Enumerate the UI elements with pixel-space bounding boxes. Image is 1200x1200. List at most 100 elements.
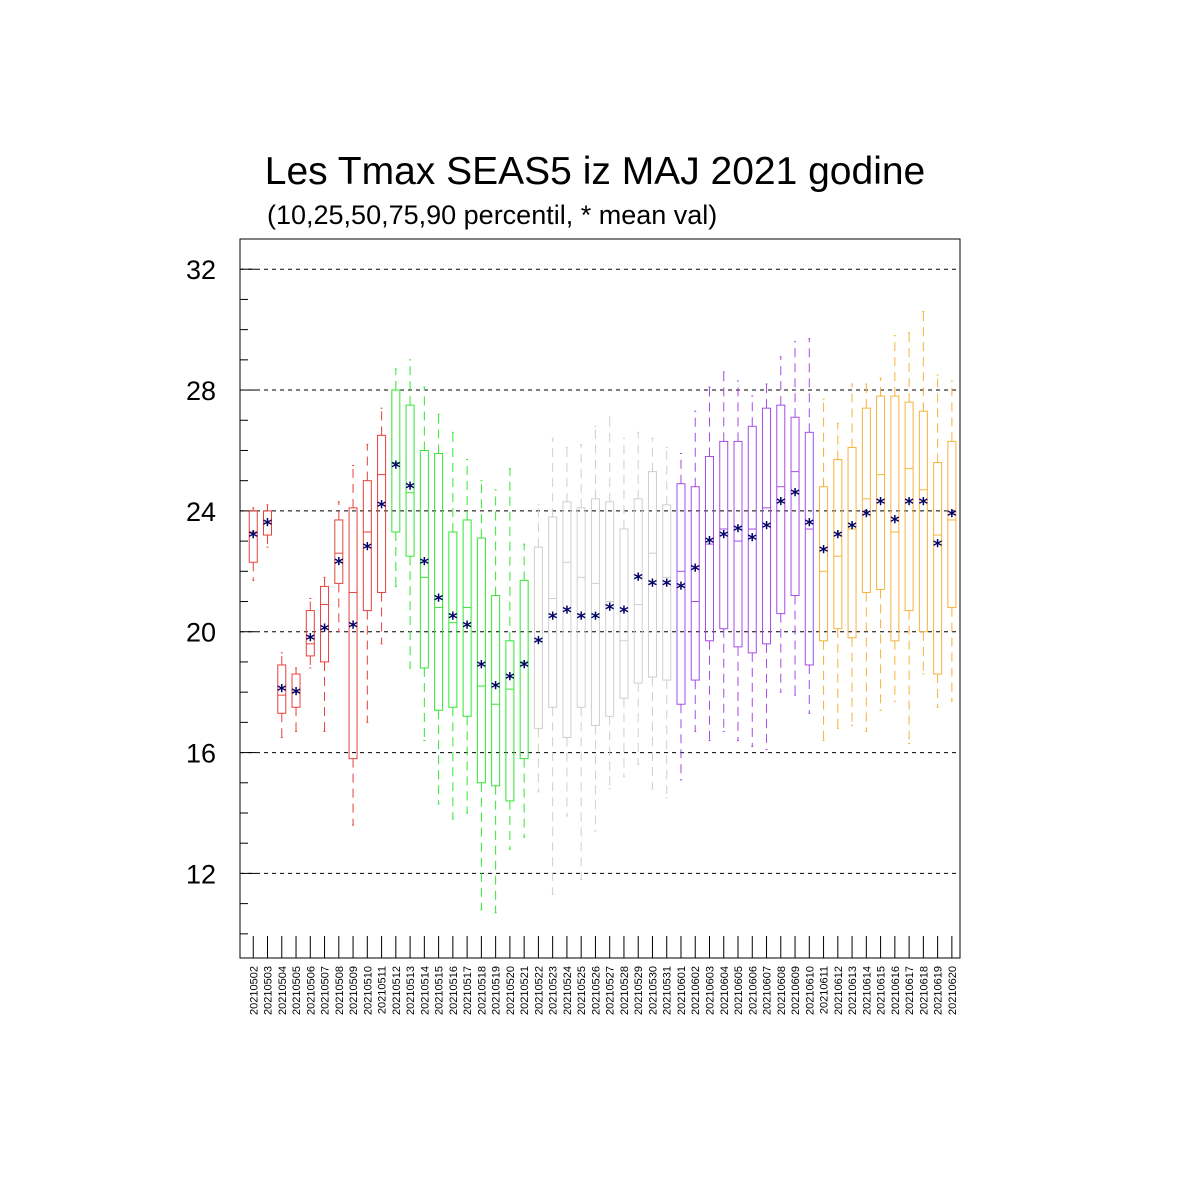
mean-marker: * [633,569,643,590]
iqr-box [876,395,886,590]
mean-marker: * [334,554,344,575]
x-tick-label: 20210521 [519,966,531,1015]
box-series [248,311,957,914]
x-tick-label: 20210605 [733,966,745,1015]
iqr-box [320,585,330,663]
iqr-box [633,498,643,684]
x-tick-label: 20210527 [605,966,617,1015]
x-tick-label: 20210616 [890,966,902,1015]
mean-marker: * [377,497,387,518]
mean-marker: * [462,618,472,639]
iqr-box [405,404,415,557]
mean-marker: * [919,494,929,515]
x-tick-label: 20210505 [291,966,303,1015]
mean-marker: * [591,609,601,630]
iqr-box [690,486,700,681]
x-tick-label: 20210519 [491,966,503,1015]
x-tick-label: 20210619 [933,966,945,1015]
x-tick-label: 20210511 [377,966,389,1014]
mean-marker: * [676,578,686,599]
iqr-box [847,446,857,639]
x-tick-label: 20210504 [277,966,289,1015]
x-tick-label: 20210609 [790,966,802,1015]
x-tick-label: 20210618 [918,966,930,1015]
mean-marker: * [348,618,358,639]
x-tick-label: 20210620 [947,966,959,1015]
mean-marker: * [249,527,259,548]
mean-marker: * [691,560,701,581]
mean-marker: * [391,458,401,479]
mean-marker: * [833,527,843,548]
iqr-box [334,519,344,584]
iqr-box [419,449,429,669]
mean-marker: * [576,609,586,630]
y-tick-label: 20 [186,618,216,648]
x-tick-label: 20210516 [448,966,460,1015]
x-tick-label: 20210522 [533,966,545,1015]
mean-marker: * [534,633,544,654]
x-tick-label: 20210502 [248,966,260,1015]
plot-frame [239,238,961,959]
x-tick-label: 20210610 [804,966,816,1015]
mean-marker: * [862,506,872,527]
x-tick-label: 20210531 [662,966,674,1015]
x-tick-label: 20210513 [405,966,417,1015]
x-tick-label: 20210515 [434,966,446,1015]
mean-marker: * [819,542,829,563]
mean-marker: * [363,539,373,560]
iqr-box [305,610,315,657]
x-tick-label: 20210523 [548,966,560,1015]
x-tick-label: 20210507 [320,966,332,1015]
iqr-box [505,640,515,802]
grid-lines [240,268,960,874]
mean-marker: * [705,533,715,554]
mean-marker: * [548,609,558,630]
mean-marker: * [306,630,316,651]
iqr-box [776,404,786,615]
x-tick-label: 20210611 [819,966,831,1014]
mean-marker: * [448,609,458,630]
iqr-box [462,519,472,717]
x-tick-label: 20210603 [704,966,716,1015]
iqr-box [548,516,558,708]
y-tick-label: 12 [186,859,216,889]
x-tick-label: 20210508 [334,966,346,1015]
mean-markers: *** ** ********** *** **** * * * * ** * * *** * * *** **… [249,458,958,706]
mean-marker: * [662,575,672,596]
mean-marker: * [263,515,273,536]
x-tick-label: 20210530 [647,966,659,1015]
iqr-box [519,579,529,760]
mean-marker: * [876,494,886,515]
mean-marker: * [420,554,430,575]
mean-marker: * [719,527,729,548]
x-tick-label: 20210612 [833,966,845,1015]
y-tick-label: 16 [186,739,216,769]
iqr-box [647,471,657,678]
mean-marker: * [619,603,629,624]
x-tick-label: 20210528 [619,966,631,1015]
mean-marker: * [790,485,800,506]
iqr-box [747,425,757,654]
mean-marker: * [320,621,330,642]
mean-marker: * [648,575,658,596]
iqr-box [933,462,943,675]
x-tick-label: 20210529 [633,966,645,1015]
iqr-box [434,452,444,711]
x-tick-label: 20210606 [747,966,759,1015]
iqr-box [804,431,814,666]
iqr-box [762,407,772,645]
x-tick-label: 20210607 [762,966,774,1015]
x-tick-label: 20210617 [904,966,916,1015]
iqr-box [348,507,358,760]
mean-marker: * [733,521,743,542]
x-tick-label: 20210510 [362,966,374,1015]
x-tick-label: 20210517 [462,966,474,1015]
mean-marker: * [762,518,772,539]
x-tick-label: 20210514 [419,966,431,1015]
mean-marker: * [890,512,900,533]
iqr-box [362,480,372,612]
x-tick-label: 20210615 [876,966,888,1015]
x-tick-label: 20210518 [476,966,488,1015]
iqr-box [277,664,287,714]
